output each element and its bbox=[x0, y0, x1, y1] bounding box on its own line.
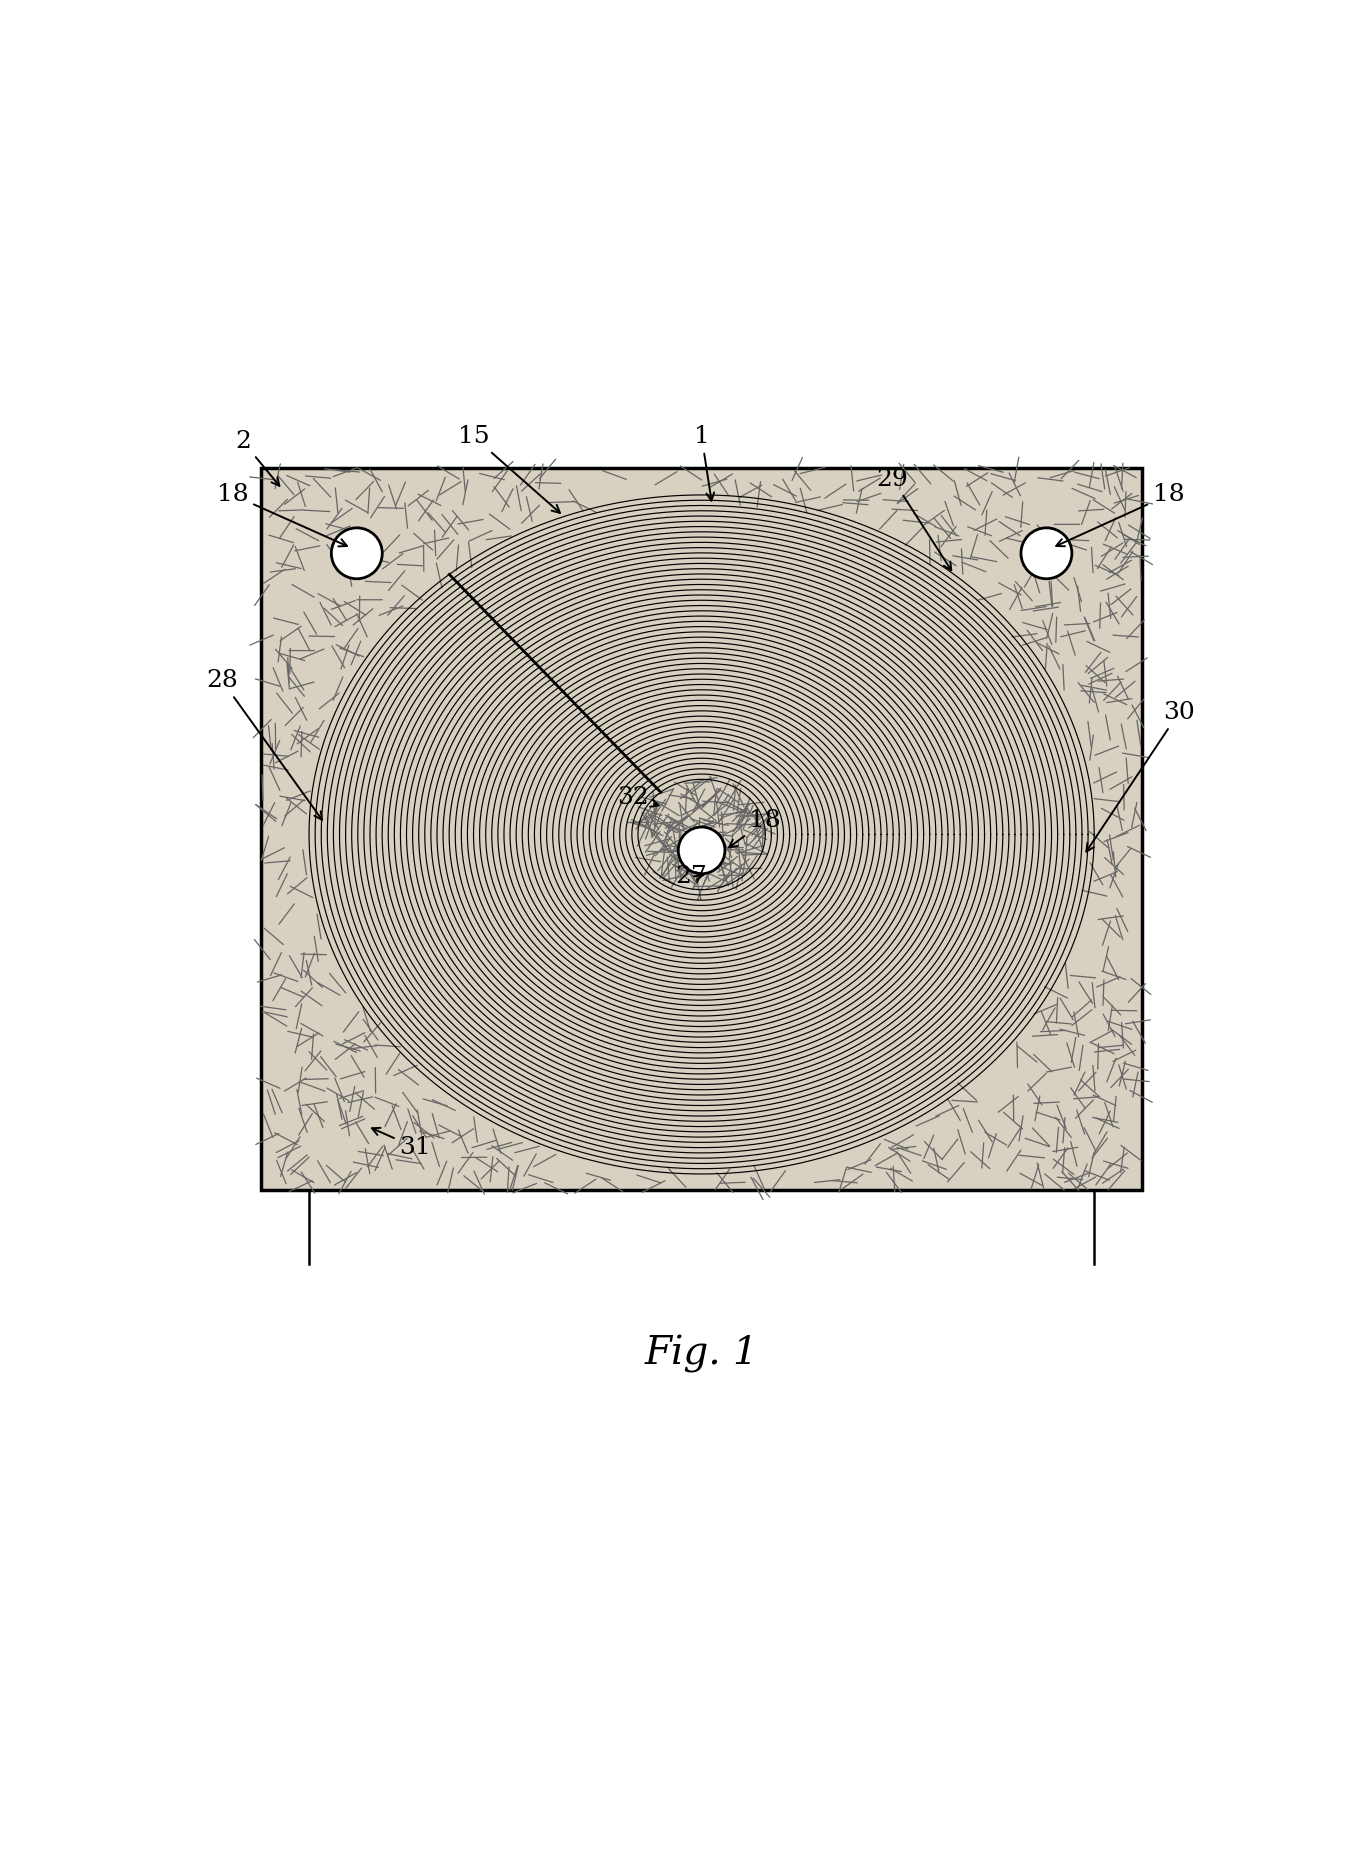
Text: 2: 2 bbox=[235, 431, 279, 485]
Text: 18: 18 bbox=[216, 483, 346, 547]
Text: 15: 15 bbox=[457, 425, 560, 513]
Circle shape bbox=[1021, 528, 1072, 579]
Text: 1: 1 bbox=[694, 425, 715, 500]
Text: 27: 27 bbox=[675, 865, 706, 888]
Bar bbox=[261, 468, 1142, 1189]
Text: 28: 28 bbox=[207, 669, 322, 820]
Text: 32: 32 bbox=[617, 787, 658, 809]
Text: 18: 18 bbox=[1057, 483, 1184, 547]
Text: Fig. 1: Fig. 1 bbox=[645, 1335, 758, 1373]
Text: 18: 18 bbox=[728, 809, 782, 847]
Text: 29: 29 bbox=[876, 468, 951, 569]
Circle shape bbox=[678, 828, 726, 873]
Text: 30: 30 bbox=[1087, 701, 1195, 852]
Circle shape bbox=[331, 528, 382, 579]
Text: 31: 31 bbox=[372, 1128, 431, 1159]
